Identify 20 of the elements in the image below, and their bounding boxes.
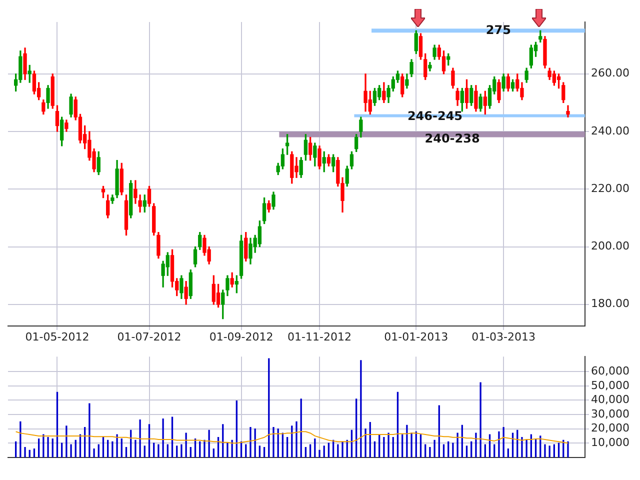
- band-label: 246-245: [407, 109, 463, 124]
- y-tick-label: 200.00: [591, 240, 630, 253]
- y-tick-label: 10,000: [591, 436, 630, 449]
- y-tick-label: 40,000: [591, 393, 630, 406]
- y-tick-label: 220.00: [591, 182, 630, 195]
- y-tick-label: 20,000: [591, 422, 630, 435]
- y-tick-label: 60,000: [591, 364, 630, 378]
- y-tick-label: 260.00: [591, 66, 630, 80]
- x-tick-label: 01-07-2012: [117, 330, 182, 344]
- y-tick-label: 50,000: [591, 378, 630, 392]
- x-tick-label: 01-05-2012: [25, 330, 90, 344]
- ref-line-label: 275: [486, 22, 511, 37]
- y-tick-label: 180.00: [591, 297, 630, 310]
- x-tick-label: 01-11-2012: [288, 330, 352, 344]
- x-tick-label: 01-01-2013: [384, 330, 448, 344]
- y-tick-label: 240.00: [591, 124, 630, 138]
- x-tick-label: 01-09-2012: [209, 330, 274, 344]
- x-tick-label: 01-03-2013: [472, 330, 536, 344]
- band-label: 240-238: [424, 131, 480, 146]
- y-tick-label: 30,000: [591, 407, 630, 420]
